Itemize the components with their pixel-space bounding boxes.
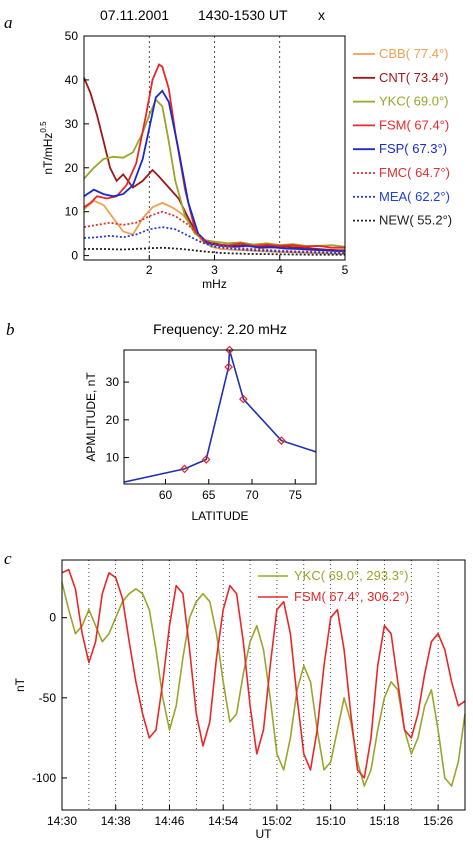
panel-c-legend-label-1: FSM( 67.4°, 306.2°) [294,589,409,604]
panel-b-ticks: 60 65 70 75 10 20 30 [106,375,303,502]
panel-a-legend-label-7: NEW( 55.2°) [379,213,452,228]
panel-a-series-6 [83,226,346,255]
panel-a-xtick-label-3: 5 [342,263,349,277]
panel-a-series-4 [83,89,345,253]
panel-a-ylabel-sup: 0.5 [39,121,48,133]
panel-a-legend-label-1: CNT( 73.4°) [379,70,449,85]
panel-a-xlabel: mHz [202,277,227,291]
panel-a: a 07.11.2001 1430-1530 UT x 2 3 4 501020304… [4,7,452,291]
panel-c-series [61,568,466,787]
panel-b-frame [123,349,317,485]
panel-c-legend: YKC( 69.0°, 293.3°) FSM( 67.4°, 306.2°) [258,568,409,604]
panel-a-legend-label-2: YKC( 69.0°) [379,94,449,109]
panel-a-ytick-label-5: 50 [65,29,79,43]
panel-a-ytick-label-0: 0 [71,249,78,263]
panel-c-xtick-label-4: 15:02 [262,814,292,828]
panel-c: c 14:30 14:38 14:46 14:54 15:02 15:10 15:18 15:… [4,549,466,841]
panel-c-xtick-label-0: 14:30 [47,814,77,828]
panel-a-ylabel: nT/mHz0.5 [39,121,55,175]
panel-b-xtick-label-2: 70 [245,488,259,502]
panel-b-letter: b [6,320,15,339]
panel-b-marker-1 [201,455,211,464]
panel-a-xtick-label-1: 3 [211,263,218,277]
panel-c-letter: c [4,549,12,568]
panel-a-series-1 [83,77,345,252]
panel-a-xtick-label-2: 4 [276,263,283,277]
panel-a-ytick-label-3: 30 [65,117,79,131]
panel-c-xtick-label-6: 15:18 [369,814,399,828]
panel-a-gridlines [148,36,281,260]
panel-c-xtick-label-5: 15:10 [316,814,346,828]
panel-c-ytick-label-0: 0 [49,611,56,625]
panel-a-title-time: 1430-1530 UT [198,7,288,23]
panel-a-letter: a [4,13,13,32]
panel-c-xtick-label-3: 14:54 [208,814,238,828]
panel-b-xtick-label-0: 60 [159,488,173,502]
panel-b-title: Frequency: 2.20 mHz [153,321,287,337]
panel-c-legend-label-0: YKC( 69.0°, 293.3°) [294,568,408,583]
panel-c-xtick-label-7: 15:26 [423,814,453,828]
panel-c-series-0 [61,582,466,787]
panel-b-ytick-label-2: 30 [106,375,120,389]
panel-a-series-7 [84,246,345,256]
panel-b-xlabel: LATITUDE [191,509,248,523]
panel-c-xtick-label-2: 14:46 [154,814,184,828]
panel-c-xtick-label-1: 14:38 [101,814,131,828]
panel-b-xtick-label-3: 75 [289,488,303,502]
panel-b-series [123,345,317,483]
panel-b-ylabel: APMLITUDE, nT [84,372,98,462]
panel-c-ytick-label-1: -50 [39,691,57,705]
panel-b-xtick-label-1: 65 [202,488,216,502]
panel-b-marker-3 [225,345,234,355]
panel-b-marker-2 [224,362,233,372]
panel-a-ylabel-main: nT/mHz [41,133,55,175]
panel-c-ticks: 14:30 14:38 14:46 14:54 15:02 15:10 15:18 15:26… [32,611,453,828]
panel-c-series-1 [61,568,466,779]
panel-b-marker-4 [239,394,248,404]
panel-a-xtick-label-0: 2 [146,263,153,277]
panel-a-ytick-label-4: 40 [65,73,79,87]
panel-a-series [83,63,346,256]
panel-a-ytick-label-2: 20 [65,161,79,175]
panel-b-marker-5 [277,436,286,445]
panel-c-xlabel: UT [256,827,273,841]
panel-b-amplitude-line [123,349,317,483]
panel-b: b Frequency: 2.20 mHz 60 65 70 75 10 20 30 LAT… [6,320,317,523]
panel-c-ytick-label-2: -100 [32,771,56,785]
panel-a-legend-label-3: FSM( 67.4°) [379,117,449,132]
panel-b-ytick-label-0: 10 [106,451,120,465]
panel-b-marker-0 [180,464,189,474]
panel-a-legend-label-0: CBB( 77.4°) [379,46,449,61]
panel-a-legend: CBB( 77.4°) CNT( 73.4°) YKC( 69.0°) FSM( 67… [353,46,452,228]
panel-a-title-component: x [318,7,325,23]
panel-a-ytick-label-1: 10 [65,205,79,219]
panel-a-title-date: 07.11.2001 [100,7,169,23]
panel-a-legend-label-6: MEA( 62.2°) [379,189,450,204]
panel-a-legend-label-4: FSP( 67.3°) [379,141,447,156]
panel-a-legend-label-5: FMC( 64.7°) [379,165,450,180]
panel-b-ytick-label-1: 20 [106,413,120,427]
panel-c-ylabel: nT [13,677,27,692]
panel-c-frame [61,559,466,811]
